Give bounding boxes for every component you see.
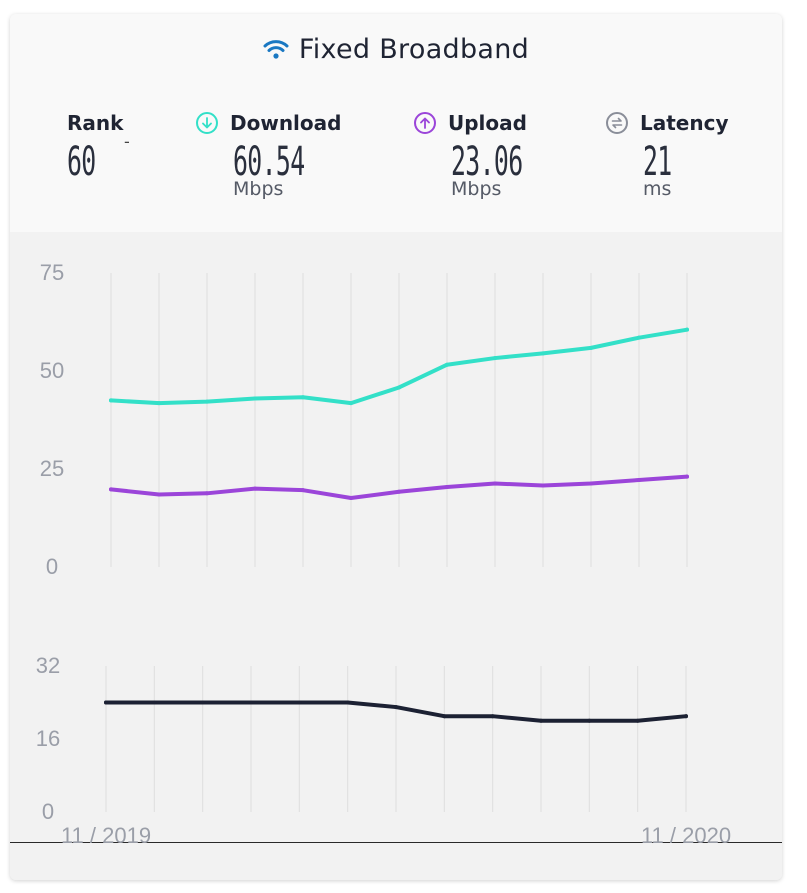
rank-change: - — [124, 132, 130, 151]
upload-data-point[interactable] — [397, 489, 401, 494]
upload-data-point[interactable] — [253, 486, 257, 491]
download-data-point[interactable] — [685, 327, 689, 332]
latency-data-point[interactable] — [249, 700, 253, 705]
upload-data-point[interactable] — [109, 487, 113, 492]
title-text: Fixed Broadband — [298, 34, 530, 65]
card-title: Fixed Broadband — [10, 34, 782, 67]
upload-label: Upload — [448, 111, 527, 135]
y-tick-label: 25 — [40, 456, 64, 481]
rank-metric: Rank 60 — [67, 110, 123, 184]
upload-data-point[interactable] — [349, 496, 353, 501]
y-tick-label: 75 — [40, 260, 64, 285]
rank-value: 60 — [67, 139, 96, 185]
upload-arrow-icon — [414, 112, 436, 134]
download-data-point[interactable] — [589, 345, 593, 350]
speed-chart: 0 25 50 75 — [40, 260, 689, 579]
latency-data-point[interactable] — [394, 705, 398, 710]
download-data-point[interactable] — [397, 385, 401, 390]
download-data-point[interactable] — [109, 398, 113, 403]
latency-data-point[interactable] — [635, 718, 640, 723]
download-metric: Download 60.54 Mbps — [196, 110, 348, 200]
download-data-point[interactable] — [253, 396, 257, 401]
x-tick-label-start: 11 / 2019 — [61, 823, 151, 848]
latency-data-point[interactable] — [539, 718, 543, 723]
upload-data-point[interactable] — [493, 481, 497, 486]
download-data-point[interactable] — [541, 351, 545, 356]
y-tick-label: 32 — [36, 653, 60, 678]
download-value: 60.54 — [233, 139, 305, 185]
download-arrow-icon — [196, 112, 218, 134]
latency-data-point[interactable] — [442, 714, 447, 719]
download-data-point[interactable] — [445, 362, 449, 367]
latency-data-point[interactable] — [297, 700, 302, 705]
download-label: Download — [230, 111, 342, 135]
download-data-point[interactable] — [301, 395, 305, 400]
y-tick-label: 50 — [40, 358, 64, 383]
broadband-card: Fixed Broadband Rank 60 - Download 60.54… — [10, 14, 782, 880]
latency-unit: ms — [643, 178, 672, 200]
upload-metric: Upload 23.06 Mbps — [414, 110, 566, 200]
upload-data-point[interactable] — [589, 481, 593, 486]
y-tick-label: 0 — [46, 554, 58, 579]
upload-unit: Mbps — [451, 178, 502, 200]
upload-data-point[interactable] — [541, 483, 545, 488]
latency-value: 21 — [643, 139, 672, 185]
chart-divider — [10, 842, 782, 843]
card-header: Fixed Broadband Rank 60 - Download 60.54… — [10, 14, 782, 232]
latency-data-point[interactable] — [587, 718, 592, 723]
latency-data-point[interactable] — [490, 714, 495, 719]
latency-arrows-icon — [606, 112, 628, 134]
download-data-point[interactable] — [493, 356, 497, 361]
latency-data-point[interactable] — [104, 700, 108, 705]
upload-data-point[interactable] — [205, 491, 209, 496]
rank-label: Rank — [67, 111, 124, 135]
chart-area: 0 25 50 75 0 16 32 11 / 2019 11 / 2020 — [10, 232, 782, 880]
upload-data-point[interactable] — [637, 477, 641, 482]
latency-data-point[interactable] — [345, 700, 350, 705]
download-data-point[interactable] — [205, 399, 209, 404]
latency-chart: 0 16 32 11 / 2019 11 / 2020 — [36, 653, 731, 848]
upload-data-point[interactable] — [157, 492, 161, 497]
upload-data-point[interactable] — [445, 485, 449, 490]
download-data-point[interactable] — [157, 401, 161, 406]
latency-metric: Latency 21 ms — [606, 110, 729, 200]
latency-data-point[interactable] — [200, 700, 205, 705]
wifi-icon — [263, 36, 289, 67]
latency-data-point[interactable] — [152, 700, 157, 705]
latency-label: Latency — [640, 111, 729, 135]
download-unit: Mbps — [233, 178, 284, 200]
upload-value: 23.06 — [451, 139, 523, 185]
download-data-point[interactable] — [637, 335, 641, 340]
x-tick-label-end: 11 / 2020 — [641, 823, 731, 848]
y-tick-label: 0 — [42, 799, 54, 824]
download-data-point[interactable] — [349, 401, 353, 406]
upload-data-point[interactable] — [685, 474, 689, 479]
latency-data-point[interactable] — [684, 714, 688, 719]
upload-data-point[interactable] — [301, 488, 305, 493]
y-tick-label: 16 — [36, 726, 60, 751]
